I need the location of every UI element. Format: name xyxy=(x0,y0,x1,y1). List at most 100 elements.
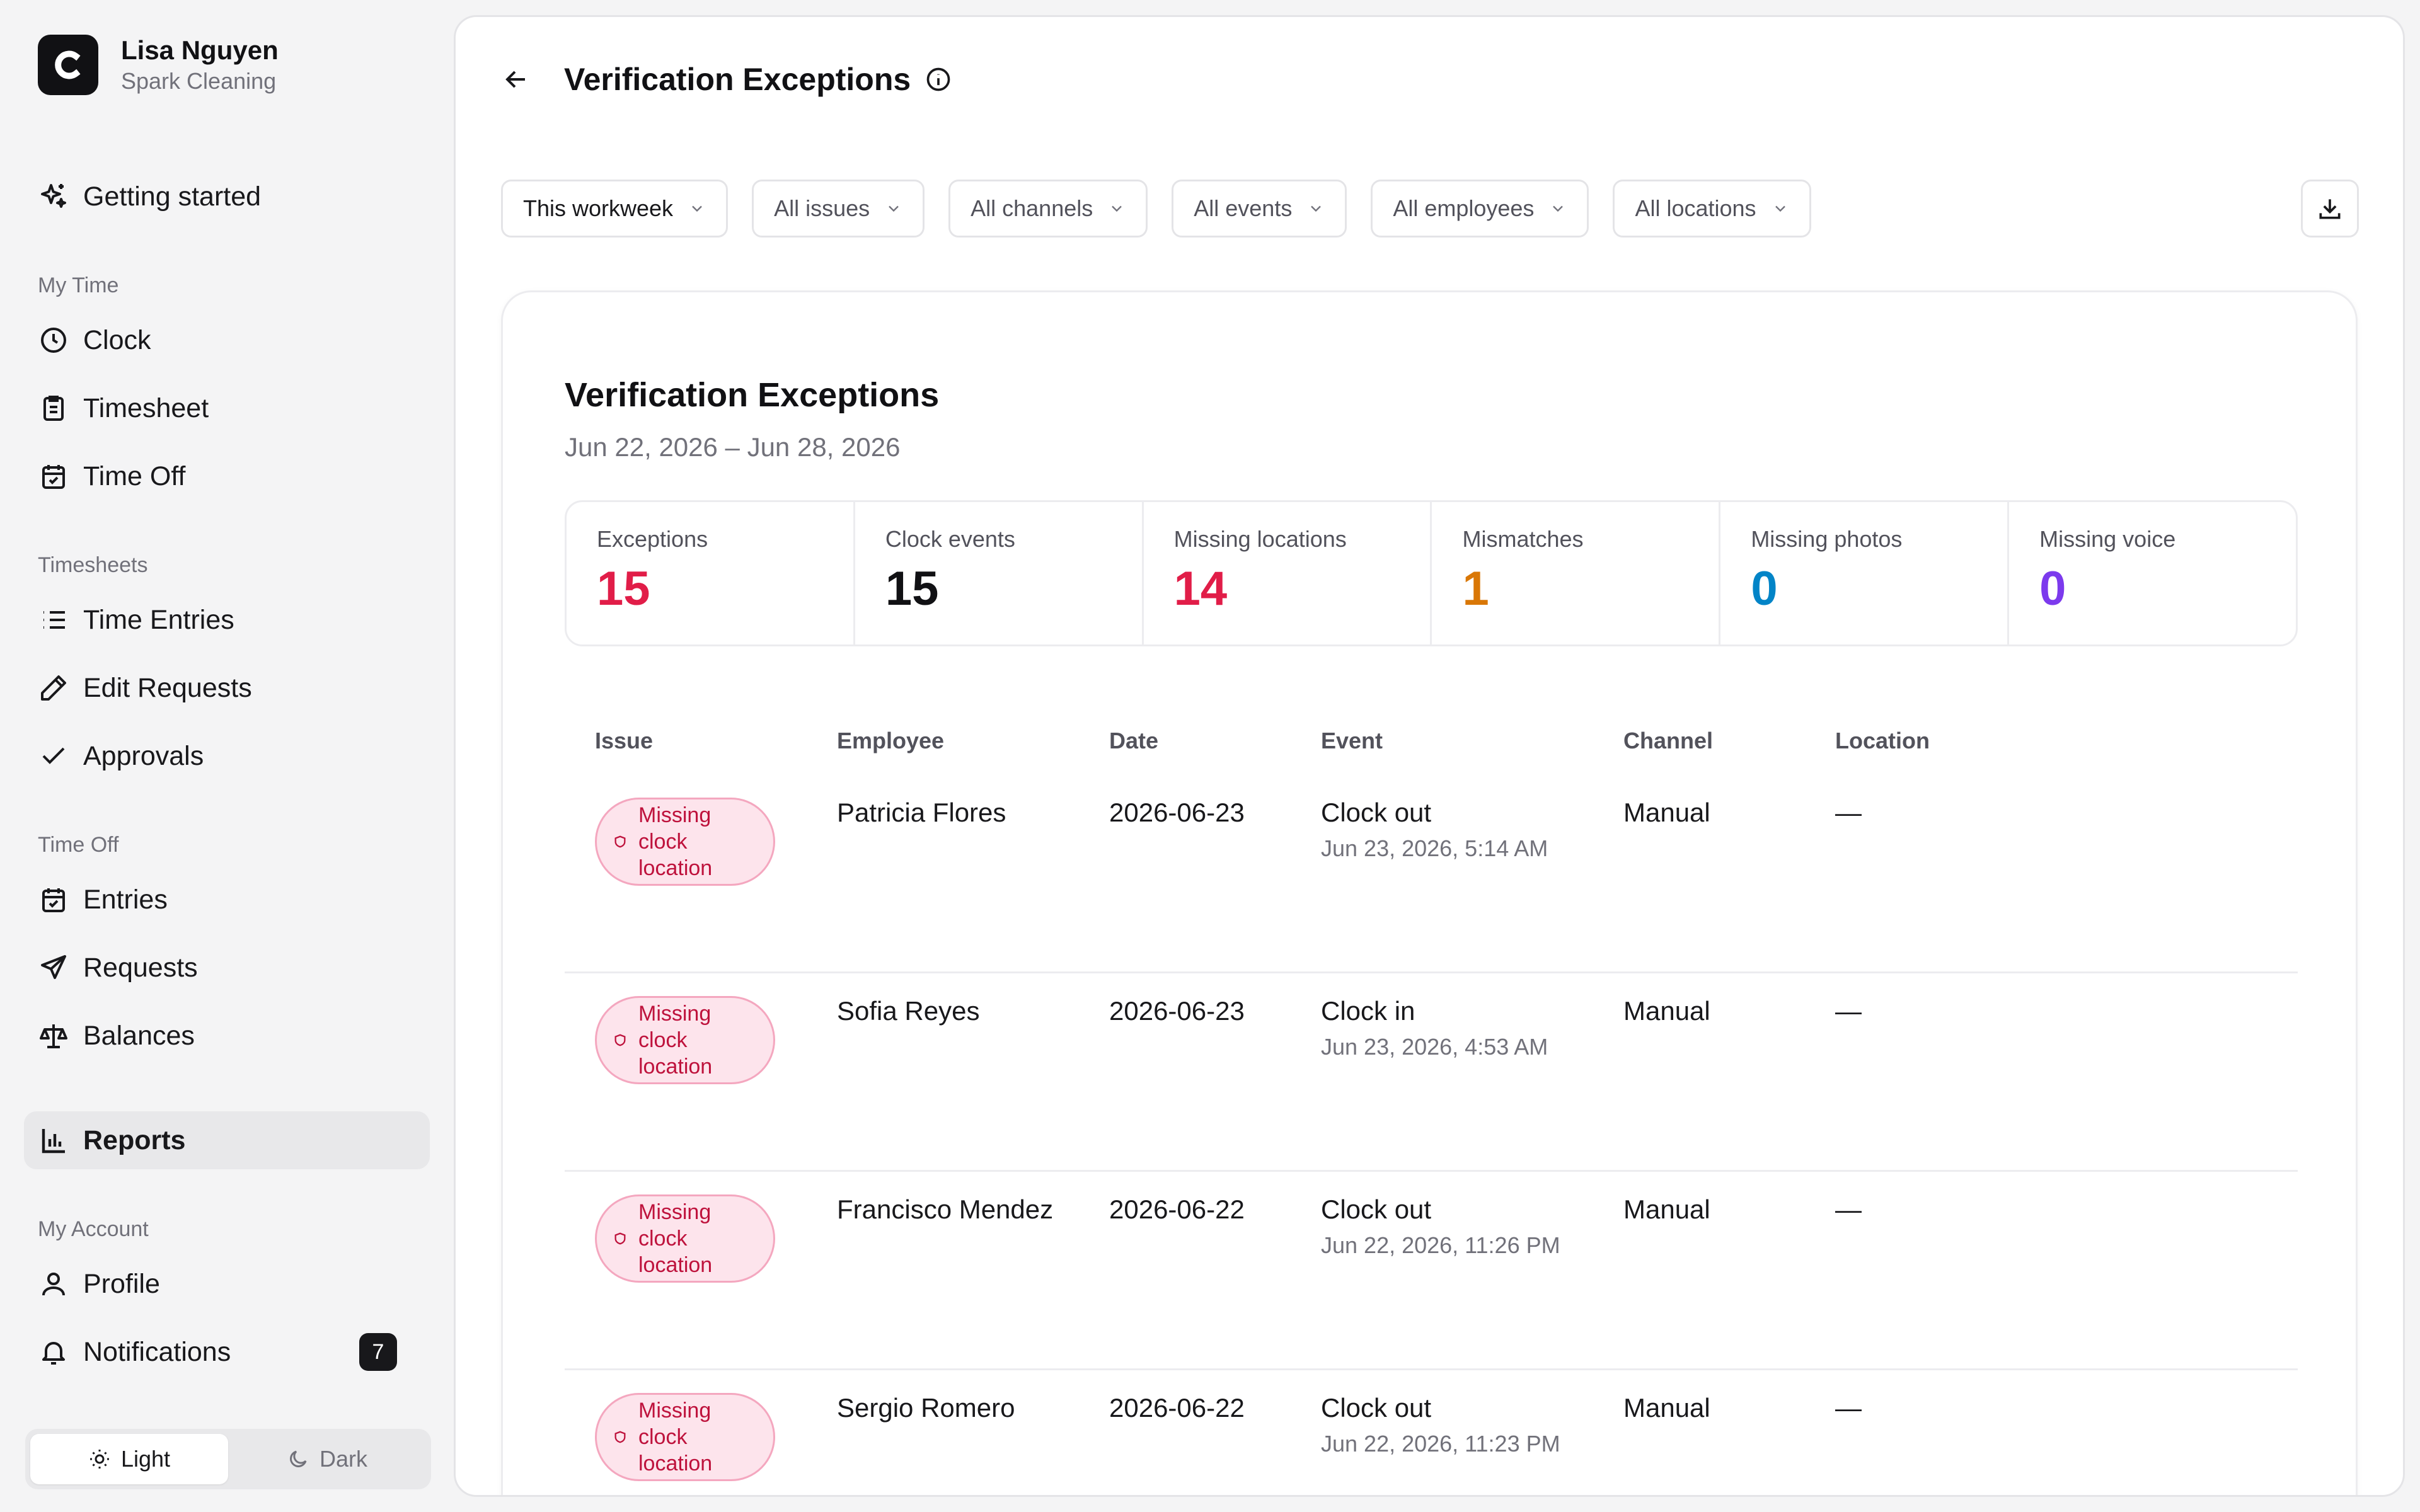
bar-chart-icon xyxy=(38,1125,69,1156)
report-title: Verification Exceptions xyxy=(565,376,940,414)
entry-date: 2026-06-22 xyxy=(1109,1393,1245,1423)
info-icon xyxy=(926,67,950,91)
chevron-down-icon xyxy=(1112,205,1122,212)
section-title-my-account: My Account xyxy=(38,1217,149,1241)
stat-label: Mismatches xyxy=(1462,526,1584,552)
nav-getting-started[interactable]: Getting started xyxy=(24,168,430,226)
stat-missing-locations: Missing locations 14 xyxy=(1144,502,1432,644)
column-header-employee[interactable]: Employee xyxy=(837,728,945,753)
location: — xyxy=(1835,1194,1862,1224)
section-title-timesheets: Timesheets xyxy=(38,553,148,577)
issue-badge: Missing clock location xyxy=(595,798,775,886)
nav-time-entries[interactable]: Time Entries xyxy=(24,591,430,649)
nav-reports[interactable]: Reports xyxy=(24,1111,430,1169)
nav-label: Edit Requests xyxy=(83,672,252,703)
filter-locations[interactable]: All locations xyxy=(1613,180,1811,238)
nav-entries[interactable]: Entries xyxy=(24,871,430,929)
nav-notifications[interactable]: Notifications 7 xyxy=(24,1323,430,1381)
nav-label: Requests xyxy=(83,952,198,983)
pencil-icon xyxy=(38,672,69,704)
table-row[interactable]: Missing clock location Patricia Flores 2… xyxy=(565,775,2298,973)
event-type: Clock out xyxy=(1321,1393,1432,1423)
event-type: Clock out xyxy=(1321,1194,1432,1224)
issue-badge: Missing clock location xyxy=(595,1194,775,1283)
filter-issues[interactable]: All issues xyxy=(752,180,925,238)
nav-profile[interactable]: Profile xyxy=(24,1255,430,1313)
table-row[interactable]: Missing clock location Francisco Mendez … xyxy=(565,1172,2298,1370)
filter-label: All issues xyxy=(774,195,870,221)
stats-summary: Exceptions 15 Clock events 15 Missing lo… xyxy=(565,500,2298,646)
stat-value: 15 xyxy=(597,562,650,616)
employee-name: Patricia Flores xyxy=(837,798,1006,827)
filter-label: This workweek xyxy=(523,195,674,221)
theme-dark-button[interactable]: Dark xyxy=(228,1434,426,1484)
page-title: Verification Exceptions xyxy=(564,62,911,97)
stat-value: 14 xyxy=(1173,562,1228,616)
nav-label: Approvals xyxy=(83,740,204,771)
column-header-location[interactable]: Location xyxy=(1835,728,1930,753)
nav-time-off[interactable]: Time Off xyxy=(24,447,430,505)
calendar-check-icon xyxy=(38,884,69,915)
nav-label: Time Entries xyxy=(83,604,234,635)
table-row[interactable]: Missing clock location Sergio Romero 202… xyxy=(565,1370,2298,1495)
moon-icon xyxy=(290,1450,307,1467)
filter-events[interactable]: All events xyxy=(1172,180,1347,238)
filter-channels[interactable]: All channels xyxy=(948,180,1148,238)
column-header-event[interactable]: Event xyxy=(1321,728,1383,753)
nav-label: Entries xyxy=(83,884,168,915)
location: — xyxy=(1835,798,1862,827)
event-time: Jun 23, 2026, 4:53 AM xyxy=(1321,1034,1548,1060)
issue-badge: Missing clock location xyxy=(595,1393,775,1481)
stat-value: 15 xyxy=(885,562,939,616)
arrow-left-icon xyxy=(505,71,525,88)
nav-clock[interactable]: Clock xyxy=(24,311,430,369)
nav-label: Time Off xyxy=(83,461,186,491)
channel: Manual xyxy=(1623,798,1710,827)
stat-label: Missing locations xyxy=(1173,526,1347,552)
theme-light-button[interactable]: Light xyxy=(30,1434,228,1484)
section-title-my-time: My Time xyxy=(38,273,119,297)
chevron-down-icon xyxy=(889,205,899,212)
event-time: Jun 22, 2026, 11:23 PM xyxy=(1321,1431,1560,1457)
chevron-down-icon xyxy=(1775,205,1785,212)
nav-approvals[interactable]: Approvals xyxy=(24,727,430,785)
stat-missing-voice: Missing voice 0 xyxy=(2009,502,2296,644)
table-header: Issue Employee Date Event Channel Locati… xyxy=(565,707,2298,775)
column-header-issue[interactable]: Issue xyxy=(595,728,654,753)
account-switcher[interactable]: Lisa Nguyen Spark Cleaning xyxy=(38,34,279,96)
table-row[interactable]: Missing clock location Sofia Reyes 2026-… xyxy=(565,973,2298,1172)
nav-requests[interactable]: Requests xyxy=(24,939,430,997)
notifications-badge: 7 xyxy=(359,1333,397,1371)
filter-label: All channels xyxy=(971,195,1093,221)
chevron-down-icon xyxy=(1553,205,1564,212)
stat-label: Missing voice xyxy=(2039,526,2176,552)
column-header-date[interactable]: Date xyxy=(1109,728,1159,753)
stat-value: 0 xyxy=(2039,562,2066,616)
filter-period[interactable]: This workweek xyxy=(501,180,729,238)
column-header-channel[interactable]: Channel xyxy=(1623,728,1714,753)
filter-bar: This workweek All issues All channels Al… xyxy=(501,180,1835,238)
stat-clock-events: Clock events 15 xyxy=(855,502,1144,644)
event-time: Jun 22, 2026, 11:26 PM xyxy=(1321,1232,1560,1258)
nav-edit-requests[interactable]: Edit Requests xyxy=(24,659,430,717)
calendar-check-icon xyxy=(38,461,69,492)
stat-missing-photos: Missing photos 0 xyxy=(1720,502,2010,644)
location: — xyxy=(1835,1393,1862,1423)
send-icon xyxy=(38,952,69,983)
download-button[interactable] xyxy=(2301,180,2359,238)
issue-label: Missing clock location xyxy=(638,1399,713,1475)
filter-label: All employees xyxy=(1393,195,1535,221)
event-time: Jun 23, 2026, 5:14 AM xyxy=(1321,835,1548,861)
issue-label: Missing clock location xyxy=(638,1200,713,1277)
channel: Manual xyxy=(1623,1393,1710,1423)
filter-employees[interactable]: All employees xyxy=(1371,180,1589,238)
nav-label: Balances xyxy=(83,1020,195,1051)
theme-toggle: Light Dark xyxy=(25,1429,431,1489)
back-button[interactable] xyxy=(501,64,531,94)
info-button[interactable] xyxy=(925,66,952,93)
nav-label: Timesheet xyxy=(83,392,209,423)
nav-balances[interactable]: Balances xyxy=(24,1007,430,1065)
nav-timesheet[interactable]: Timesheet xyxy=(24,379,430,437)
page-header: Verification Exceptions xyxy=(501,61,952,98)
shield-icon xyxy=(613,835,627,849)
